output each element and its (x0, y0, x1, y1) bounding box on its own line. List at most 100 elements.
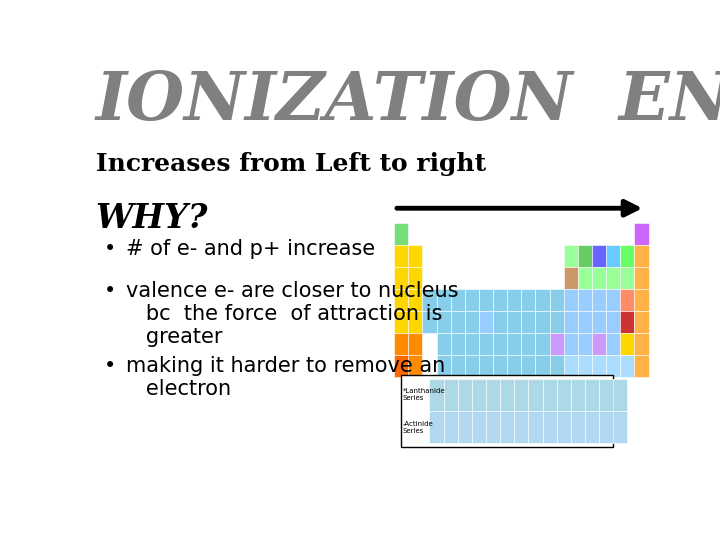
Bar (436, 333, 451, 355)
Bar (578, 355, 592, 377)
Bar (621, 310, 634, 333)
Bar (486, 411, 500, 443)
Bar (507, 289, 521, 310)
Bar (458, 379, 472, 411)
Bar (571, 379, 585, 411)
Bar (634, 267, 649, 289)
Bar (394, 310, 408, 333)
Bar (557, 379, 571, 411)
Bar (599, 379, 613, 411)
Bar (429, 379, 444, 411)
Bar (479, 355, 493, 377)
Bar (394, 333, 408, 355)
Bar (408, 310, 423, 333)
Bar (549, 310, 564, 333)
Bar (451, 355, 465, 377)
Bar (472, 379, 486, 411)
Bar (549, 355, 564, 377)
Bar (578, 289, 592, 310)
Bar (472, 411, 486, 443)
Bar (634, 223, 649, 245)
Bar (549, 333, 564, 355)
Bar (634, 333, 649, 355)
Bar (621, 355, 634, 377)
Bar (599, 411, 613, 443)
Text: -Actinide
Series: -Actinide Series (402, 421, 433, 434)
Bar (621, 267, 634, 289)
Bar (634, 245, 649, 267)
Bar (606, 333, 621, 355)
Bar (444, 379, 458, 411)
Bar (451, 310, 465, 333)
Bar (578, 267, 592, 289)
Bar (564, 289, 578, 310)
Bar (429, 411, 444, 443)
Bar (578, 245, 592, 267)
Bar (507, 333, 521, 355)
Text: valence e- are closer to nucleus
   bc  the force  of attraction is
   greater: valence e- are closer to nucleus bc the … (126, 281, 459, 347)
Bar (408, 289, 423, 310)
Bar (564, 333, 578, 355)
Bar (564, 245, 578, 267)
Bar (564, 310, 578, 333)
Bar (394, 267, 408, 289)
Bar (493, 333, 507, 355)
Bar (606, 245, 621, 267)
Bar (493, 289, 507, 310)
Bar (465, 289, 479, 310)
Bar (465, 355, 479, 377)
Bar (436, 355, 451, 377)
Bar (408, 333, 423, 355)
Bar (536, 333, 549, 355)
Bar (613, 411, 627, 443)
Bar (621, 333, 634, 355)
Bar (564, 355, 578, 377)
Bar (621, 245, 634, 267)
Bar (493, 355, 507, 377)
Bar (394, 289, 408, 310)
Bar (592, 289, 606, 310)
Bar (592, 245, 606, 267)
Bar (394, 245, 408, 267)
Bar (613, 379, 627, 411)
Bar (521, 310, 536, 333)
Bar (606, 310, 621, 333)
Bar (408, 355, 423, 377)
Bar (536, 355, 549, 377)
Text: WHY?: WHY? (96, 202, 208, 235)
Bar (394, 355, 408, 377)
Bar (479, 333, 493, 355)
Bar (621, 289, 634, 310)
Text: •: • (104, 281, 116, 301)
Bar (606, 355, 621, 377)
Bar (436, 289, 451, 310)
Bar (528, 379, 543, 411)
Bar (479, 289, 493, 310)
Bar (592, 355, 606, 377)
Bar (408, 245, 423, 267)
Bar (500, 411, 514, 443)
Bar (507, 310, 521, 333)
Bar (465, 333, 479, 355)
Text: *Lanthanide
Series: *Lanthanide Series (402, 388, 445, 401)
Bar (543, 379, 557, 411)
Bar (606, 267, 621, 289)
Bar (423, 289, 436, 310)
Bar (536, 310, 549, 333)
Bar (479, 310, 493, 333)
Bar (444, 411, 458, 443)
Bar (521, 355, 536, 377)
Text: # of e- and p+ increase: # of e- and p+ increase (126, 239, 375, 259)
Bar (394, 223, 408, 245)
Bar (514, 379, 528, 411)
Bar (592, 267, 606, 289)
Bar (634, 355, 649, 377)
Bar (514, 411, 528, 443)
Bar (634, 289, 649, 310)
Bar (507, 355, 521, 377)
Text: •: • (104, 356, 116, 376)
Bar (521, 289, 536, 310)
Bar (557, 411, 571, 443)
Text: IONIZATION  ENERGY: IONIZATION ENERGY (96, 69, 720, 134)
Bar (451, 333, 465, 355)
